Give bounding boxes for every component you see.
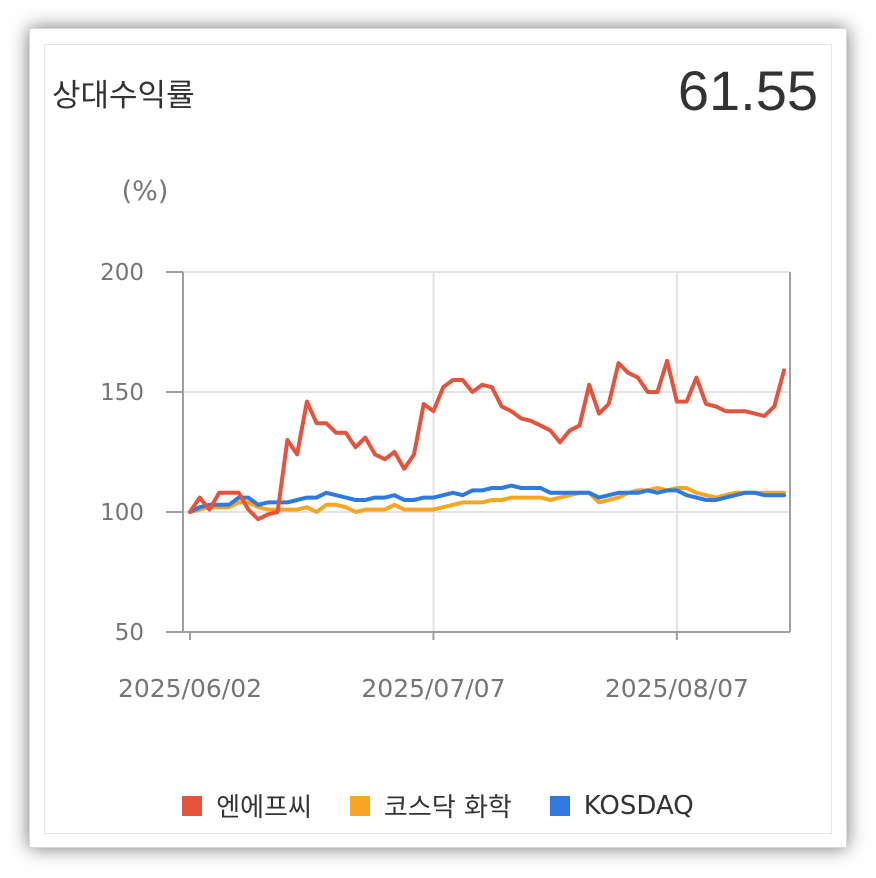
legend-item[interactable]: 코스닥 화학 [349, 787, 512, 824]
y-unit-label: (%) [122, 176, 169, 207]
legend-swatch [349, 795, 370, 816]
series-line-1 [188, 486, 786, 514]
x-tick-label: 2025/06/02 [118, 674, 262, 703]
legend-swatch [549, 795, 570, 816]
card-inner-border [44, 44, 832, 834]
chart-legend: 엔에프씨 코스닥 화학 KOSDAQ [0, 787, 876, 824]
legend-label: KOSDAQ [583, 790, 694, 821]
y-tick-label: 200 [100, 260, 144, 286]
series-line-2 [188, 483, 786, 514]
return-value: 61.55 [677, 59, 818, 122]
legend-label: 엔에프씨 [216, 793, 312, 823]
y-tick-label: 100 [100, 500, 144, 526]
legend-label: 코스닥 화학 [383, 793, 512, 823]
legend-item[interactable]: 엔에프씨 [182, 787, 312, 824]
y-tick-label: 50 [115, 620, 144, 646]
x-tick-label: 2025/07/07 [361, 674, 505, 703]
chart-title: 상대수익률 [52, 78, 195, 114]
legend-item[interactable]: KOSDAQ [549, 790, 694, 821]
x-tick-label: 2025/08/07 [605, 674, 749, 703]
series-line-0 [188, 358, 786, 522]
legend-swatch [182, 795, 203, 816]
chart-card [29, 28, 847, 848]
y-tick-label: 150 [100, 380, 144, 406]
